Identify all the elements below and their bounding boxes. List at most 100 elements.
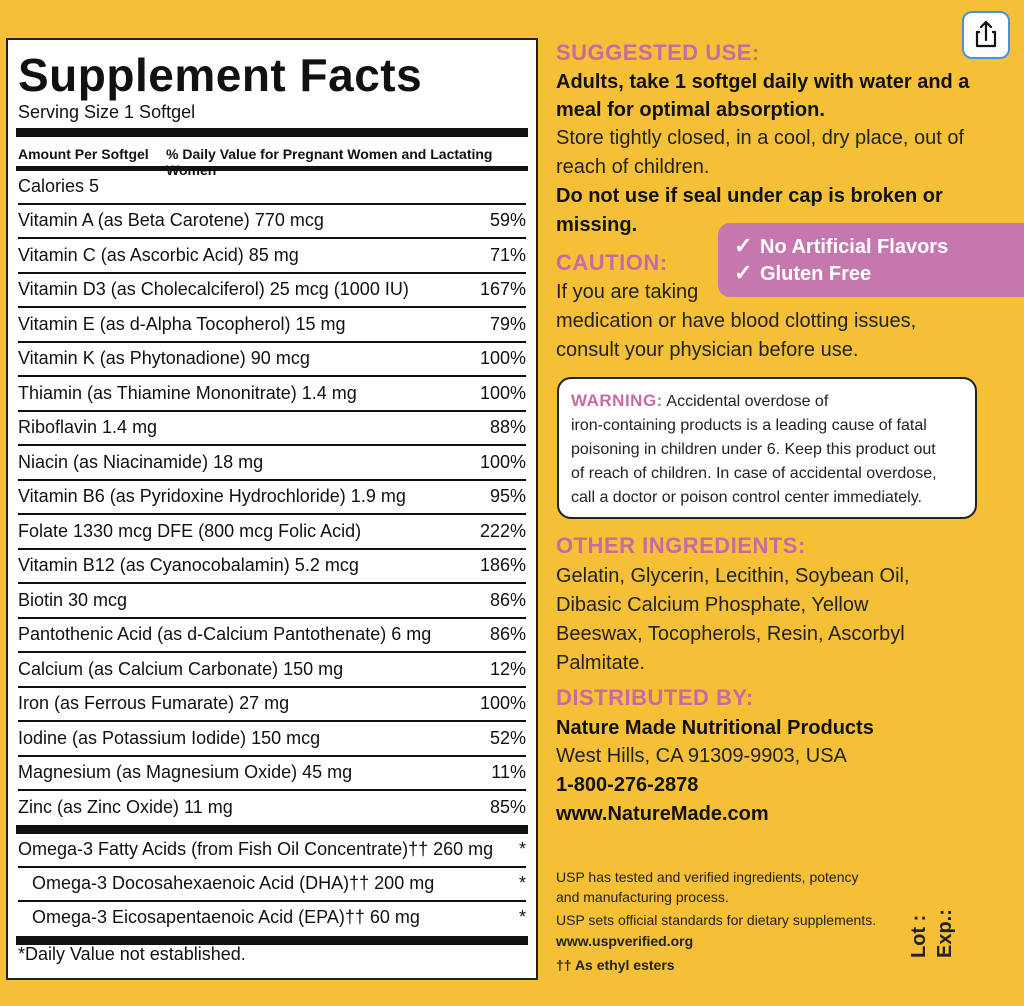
ingredients-text: Gelatin, Glycerin, Lecithin, Soybean Oil… bbox=[556, 565, 910, 587]
website: www.NatureMade.com bbox=[556, 803, 769, 825]
omega-percent: * bbox=[518, 839, 526, 859]
seal-text: Do not use if seal under cap is broken o… bbox=[556, 185, 943, 207]
nutrient-percent: 100% bbox=[479, 693, 526, 713]
nutrient-row: Vitamin B12 (as Cyanocobalamin) 5.2 mcg 1… bbox=[18, 550, 526, 584]
nutrient-row: Riboflavin 1.4 mg 88% bbox=[18, 412, 526, 446]
usp-website: www.uspverified.org bbox=[556, 933, 694, 949]
caution-text: If you are taking bbox=[556, 281, 699, 303]
warning-box: WARNING: Accidental overdose of iron-con… bbox=[557, 377, 977, 519]
nutrient-name: Riboflavin 1.4 mg bbox=[18, 417, 158, 437]
claims-badge: ✓ No Artificial Flavors ✓ Gluten Free bbox=[718, 223, 1024, 297]
caution-text: medication or have blood clotting issues… bbox=[556, 310, 917, 332]
nutrient-name: Vitamin D3 (as Cholecalciferol) 25 mcg (… bbox=[18, 279, 409, 299]
lot-exp-block: Lot : Exp.: bbox=[906, 909, 958, 958]
nutrient-name: Folate 1330 mcg DFE (800 mcg Folic Acid) bbox=[18, 520, 362, 541]
omega-row: Omega-3 Fatty Acids (from Fish Oil Conce… bbox=[18, 834, 526, 868]
calories-label: Calories 5 bbox=[18, 176, 100, 196]
share-icon bbox=[975, 20, 997, 48]
calories-row: Calories 5 bbox=[18, 171, 526, 205]
nutrient-percent: 59% bbox=[489, 210, 526, 230]
warning-text: iron-containing products is a leading ca… bbox=[571, 417, 927, 434]
nutrient-row: Vitamin E (as d-Alpha Tocopherol) 15 mg 7… bbox=[18, 309, 526, 343]
omega-name: Omega-3 Docosahexaenoic Acid (DHA)†† 200… bbox=[32, 873, 435, 893]
omega-percent: * bbox=[518, 907, 526, 927]
facts-title: Supplement Facts bbox=[18, 49, 423, 101]
ingredients-text: Beeswax, Tocopherols, Resin, Ascorbyl bbox=[556, 623, 905, 645]
caution-text: consult your physician before use. bbox=[556, 339, 859, 361]
lot-label: Lot : bbox=[908, 914, 930, 958]
nutrient-percent: 71% bbox=[489, 244, 526, 265]
nutrient-name: Vitamin K (as Phytonadione) 90 mcg bbox=[18, 348, 310, 368]
ingredients-text: Palmitate. bbox=[556, 652, 645, 674]
no-artificial-flavors-label: No Artificial Flavors bbox=[760, 236, 949, 258]
warning-text: of reach of children. In case of acciden… bbox=[571, 465, 937, 482]
nutrient-row: Zinc (as Zinc Oxide) 11 mg 85% bbox=[18, 792, 526, 826]
nutrient-name: Iron (as Ferrous Fumarate) 27 mg bbox=[18, 693, 290, 713]
nutrient-name: Vitamin A (as Beta Carotene) 770 mcg bbox=[18, 210, 324, 230]
nutrient-percent: 100% bbox=[479, 382, 526, 403]
divider-medium bbox=[16, 166, 528, 171]
nutrient-percent: 88% bbox=[489, 417, 526, 437]
nutrient-row: Vitamin C (as Ascorbic Acid) 85 mg 71% bbox=[18, 240, 526, 274]
nutrient-percent: 85% bbox=[489, 796, 526, 817]
nutrient-name: Thiamin (as Thiamine Mononitrate) 1.4 mg bbox=[18, 382, 357, 403]
check-icon: ✓ bbox=[734, 233, 753, 258]
nutrient-row: Iron (as Ferrous Fumarate) 27 mg 100% bbox=[18, 688, 526, 722]
daily-value-footnote: *Daily Value not established. bbox=[18, 944, 246, 964]
nutrient-percent: 86% bbox=[489, 589, 526, 610]
amount-header: Amount Per Softgel bbox=[18, 146, 149, 162]
storage-text: Store tightly closed, in a cool, dry pla… bbox=[556, 127, 964, 149]
nutrient-row: Iodine (as Potassium Iodide) 150 mcg 52% bbox=[18, 723, 526, 757]
usp-text: and manufacturing process. bbox=[556, 889, 729, 905]
nutrient-name: Vitamin C (as Ascorbic Acid) 85 mg bbox=[18, 244, 299, 265]
suggested-use-heading: SUGGESTED USE: bbox=[556, 40, 760, 65]
nutrient-row: Vitamin D3 (as Cholecalciferol) 25 mcg (… bbox=[18, 274, 526, 308]
nutrient-name: Calcium (as Calcium Carbonate) 150 mg bbox=[18, 658, 344, 679]
nutrient-row: Vitamin K (as Phytonadione) 90 mcg 100% bbox=[18, 343, 526, 377]
nutrient-name: Vitamin B12 (as Cyanocobalamin) 5.2 mcg bbox=[18, 555, 359, 575]
divider-thick bbox=[16, 936, 528, 945]
nutrient-name: Magnesium (as Magnesium Oxide) 45 mg bbox=[18, 762, 353, 782]
nutrient-row: Niacin (as Niacinamide) 18 mg 100% bbox=[18, 447, 526, 481]
nutrient-percent: 167% bbox=[479, 279, 526, 299]
nutrient-row: Magnesium (as Magnesium Oxide) 45 mg 11% bbox=[18, 757, 526, 791]
nutrient-row: Thiamin (as Thiamine Mononitrate) 1.4 mg… bbox=[18, 378, 526, 412]
warning-text: Accidental overdose of bbox=[666, 393, 829, 410]
nutrient-percent: 79% bbox=[489, 313, 526, 334]
nutrient-percent: 52% bbox=[489, 727, 526, 748]
nutrient-percent: 95% bbox=[489, 486, 526, 506]
ingredients-text: Dibasic Calcium Phosphate, Yellow bbox=[556, 594, 869, 616]
nutrient-row: Calcium (as Calcium Carbonate) 150 mg 12% bbox=[18, 654, 526, 688]
serving-size: Serving Size 1 Softgel bbox=[18, 102, 196, 122]
nutrient-percent: 100% bbox=[479, 348, 526, 368]
company-name: Nature Made Nutritional Products bbox=[556, 717, 874, 739]
nutrient-percent: 86% bbox=[489, 624, 526, 644]
other-ingredients-heading: OTHER INGREDIENTS: bbox=[556, 533, 806, 558]
company-address: West Hills, CA 91309-9903, USA bbox=[556, 745, 847, 767]
nutrient-percent: 100% bbox=[479, 451, 526, 472]
nutrient-name: Pantothenic Acid (as d-Calcium Pantothen… bbox=[18, 624, 432, 644]
warning-heading: WARNING: bbox=[571, 391, 663, 410]
nutrient-row: Vitamin A (as Beta Carotene) 770 mcg 59% bbox=[18, 205, 526, 239]
divider-thick bbox=[16, 825, 528, 834]
caution-heading: CAUTION: bbox=[556, 250, 668, 275]
omega-percent: * bbox=[518, 873, 526, 893]
storage-text: reach of children. bbox=[556, 156, 710, 178]
nutrient-row: Pantothenic Acid (as d-Calcium Pantothen… bbox=[18, 619, 526, 653]
nutrient-name: Niacin (as Niacinamide) 18 mg bbox=[18, 451, 264, 472]
supplement-facts-panel: Supplement Facts Serving Size 1 Softgel … bbox=[6, 38, 538, 980]
seal-text: missing. bbox=[556, 214, 638, 236]
distributed-by-heading: DISTRIBUTED BY: bbox=[556, 685, 754, 710]
share-button[interactable] bbox=[962, 11, 1010, 59]
nutrient-percent: 12% bbox=[489, 658, 526, 679]
omega-row: Omega-3 Eicosapentaenoic Acid (EPA)†† 60… bbox=[18, 902, 526, 936]
nutrient-name: Vitamin E (as d-Alpha Tocopherol) 15 mg bbox=[18, 313, 346, 334]
divider-thick bbox=[16, 128, 528, 137]
ethyl-esters-footnote: †† As ethyl esters bbox=[556, 957, 675, 973]
nutrient-row: Biotin 30 mcg 86% bbox=[18, 585, 526, 619]
exp-label: Exp.: bbox=[934, 909, 956, 958]
nutrient-name: Biotin 30 mcg bbox=[18, 589, 128, 610]
usp-text: USP has tested and verified ingredients,… bbox=[556, 869, 859, 885]
omega-row: Omega-3 Docosahexaenoic Acid (DHA)†† 200… bbox=[18, 868, 526, 902]
